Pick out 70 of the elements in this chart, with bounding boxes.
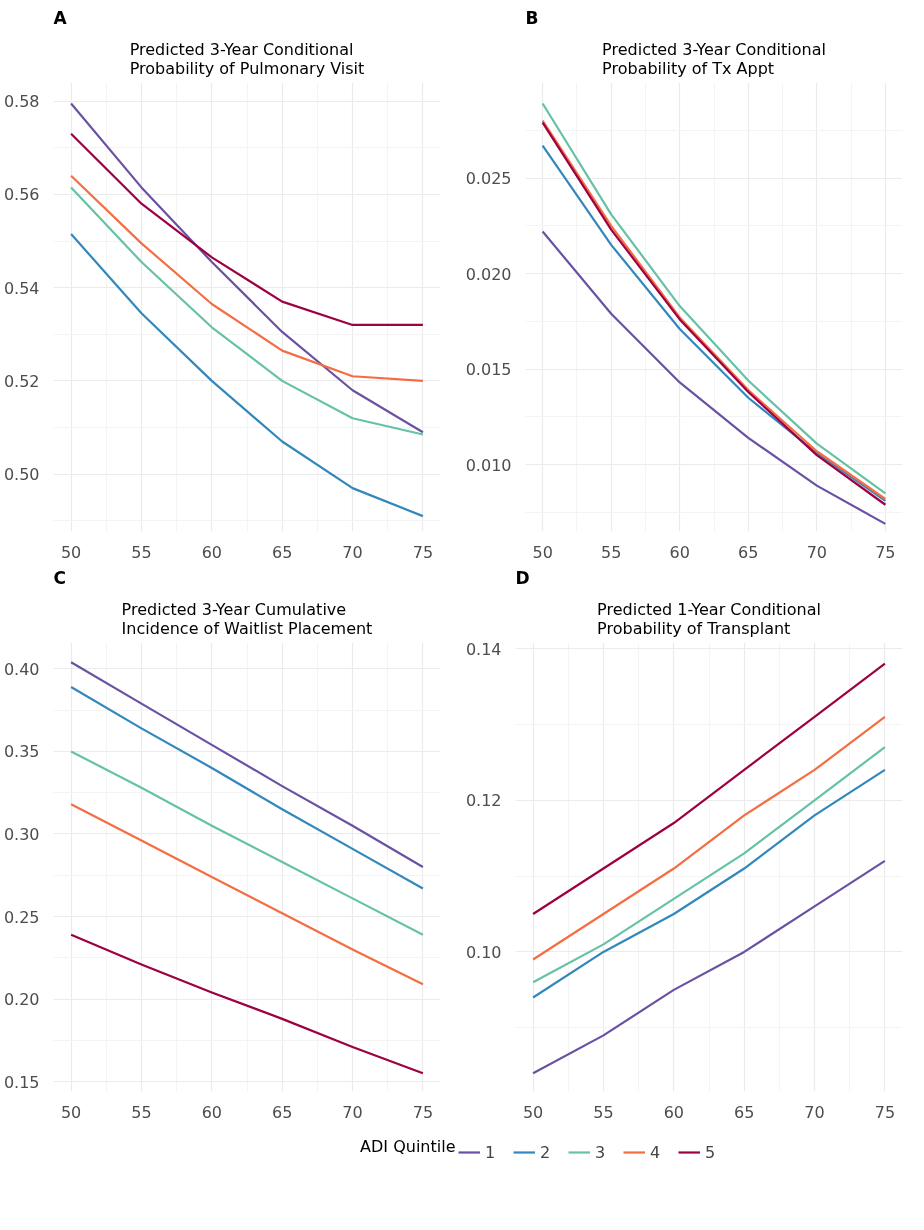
legend-label: 2 — [540, 1142, 552, 1162]
y-tick-label: 0.52 — [3, 371, 40, 391]
legend-label: 1 — [485, 1142, 497, 1162]
line-series — [69, 174, 425, 382]
x-tick-label: 70 — [342, 542, 363, 562]
y-tick-label: 0.015 — [465, 360, 512, 380]
line-series — [69, 750, 425, 936]
y-tick-label: 0.50 — [3, 465, 40, 485]
line-series — [69, 232, 425, 518]
x-tick-label: 75 — [412, 1102, 434, 1122]
y-tick-label: 0.010 — [465, 455, 512, 475]
y-tick-label: 0.020 — [465, 264, 512, 284]
y-tick-label: 0.35 — [3, 742, 40, 762]
x-tick-label: 50 — [532, 542, 553, 562]
y-tick-label: 0.20 — [3, 990, 40, 1010]
chart-title: Predicted 3-Year Conditional Probability of Pulmonary Visit — [129, 39, 365, 78]
legend-label: 3 — [595, 1142, 607, 1162]
line-series — [69, 132, 425, 327]
x-tick-label: 70 — [804, 1102, 825, 1122]
text: A — [53, 7, 68, 28]
x-tick-label: 75 — [874, 1102, 896, 1122]
text: D — [515, 567, 530, 588]
x-tick-label: 65 — [272, 1102, 293, 1122]
x-tick-label: 60 — [201, 1102, 222, 1122]
y-tick-label: 0.14 — [465, 639, 502, 659]
line-series — [69, 803, 425, 986]
x-tick-label: 65 — [272, 542, 293, 562]
y-tick-label: 0.58 — [3, 92, 40, 112]
y-tick-label: 0.56 — [3, 185, 40, 205]
x-tick-label: 55 — [593, 1102, 614, 1122]
line-series — [531, 715, 887, 961]
x-tick-label: 70 — [806, 542, 827, 562]
x-tick-label: 60 — [663, 1102, 684, 1122]
line-series — [69, 186, 425, 436]
text: B — [525, 7, 539, 28]
line-series — [531, 662, 887, 916]
chart-title: Predicted 1-Year Conditional Probability of Transplant — [597, 599, 821, 638]
legend-label: 4 — [650, 1142, 662, 1162]
line-series — [69, 685, 425, 890]
x-tick-label: 70 — [342, 1102, 363, 1122]
legend-label: 5 — [705, 1142, 717, 1162]
y-tick-label: 0.40 — [3, 659, 40, 679]
x-tick-label: 50 — [60, 1102, 82, 1122]
x-tick-label: 65 — [734, 1102, 755, 1122]
x-tick-label: 55 — [601, 542, 622, 562]
y-tick-label: 0.12 — [465, 791, 502, 811]
y-tick-label: 0.10 — [465, 942, 502, 962]
line-series — [69, 933, 425, 1075]
x-tick-label: 60 — [669, 542, 690, 562]
text: C — [53, 567, 66, 588]
x-tick-label: 50 — [60, 542, 82, 562]
y-tick-label: 0.15 — [3, 1072, 40, 1092]
x-tick-label: 55 — [131, 1102, 152, 1122]
line-series — [69, 661, 425, 869]
x-tick-label: 50 — [522, 1102, 544, 1122]
legend-title: ADI Quintile — [360, 1137, 456, 1156]
y-tick-label: 0.30 — [3, 824, 40, 844]
x-tick-label: 55 — [131, 542, 152, 562]
x-tick-label: 65 — [738, 542, 759, 562]
chart-title: Predicted 3-Year Cumulative Incidence of Waitlist Placement — [121, 599, 373, 638]
x-tick-label: 75 — [875, 542, 896, 562]
y-tick-label: 0.25 — [3, 907, 40, 927]
chart-title: Predicted 3-Year Conditional Probability of Tx Appt — [602, 39, 826, 78]
line-series — [69, 102, 425, 434]
y-tick-label: 0.025 — [465, 169, 512, 189]
line-series — [541, 230, 887, 525]
line-series — [531, 859, 887, 1075]
x-tick-label: 60 — [201, 542, 222, 562]
y-tick-label: 0.54 — [3, 278, 40, 298]
x-tick-label: 75 — [412, 542, 434, 562]
